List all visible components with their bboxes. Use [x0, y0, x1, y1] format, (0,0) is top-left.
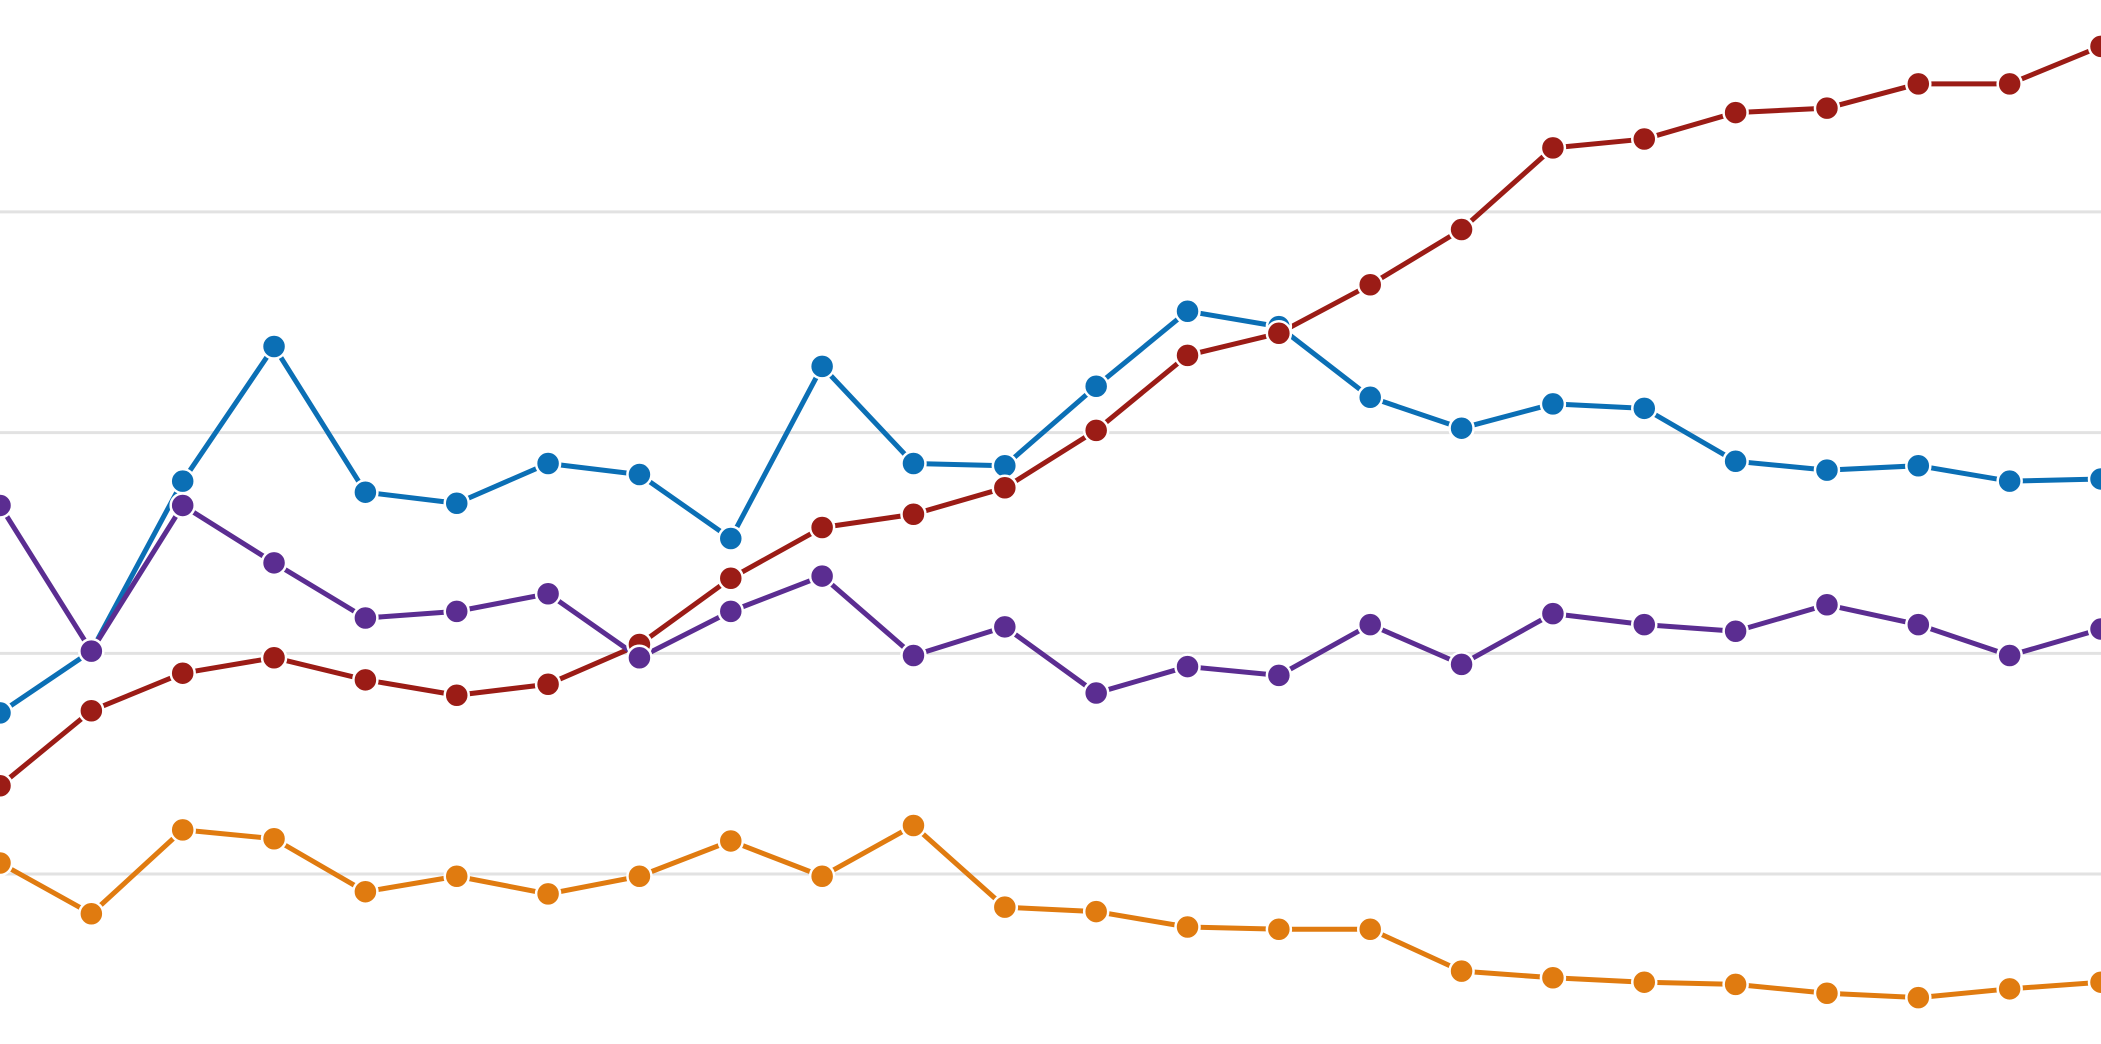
series-line [0, 44, 2101, 788]
data-point [1631, 611, 1658, 638]
data-point [1631, 968, 1658, 996]
data-point [717, 565, 745, 592]
data-point [1082, 679, 1110, 707]
data-point [78, 900, 105, 928]
data-point [1813, 591, 1841, 619]
data-point [1448, 651, 1475, 678]
data-point [0, 772, 14, 800]
data-point [1905, 70, 1932, 98]
data-point [1905, 452, 1932, 479]
data-point [2087, 615, 2101, 643]
data-point [1174, 297, 1201, 325]
data-point [1265, 915, 1293, 943]
data-point [717, 598, 745, 625]
data-point [1265, 320, 1293, 347]
data-point [2087, 968, 2101, 996]
series-line [0, 822, 2101, 1001]
data-point [1813, 94, 1841, 122]
data-point [534, 880, 562, 908]
data-point [808, 863, 836, 890]
data-point [1448, 216, 1475, 243]
data-point [1265, 662, 1293, 689]
data-point [443, 863, 470, 890]
data-point [352, 666, 379, 694]
data-point [443, 489, 470, 517]
data-point [1539, 964, 1567, 992]
data-point [1539, 134, 1567, 162]
data-point [169, 816, 196, 844]
data-point [1813, 979, 1841, 1007]
data-point [1448, 957, 1475, 985]
data-point [0, 699, 14, 727]
data-point [1174, 913, 1201, 941]
data-point [2087, 33, 2101, 60]
data-point [1356, 271, 1384, 298]
data-point [78, 637, 105, 665]
data-point [534, 450, 562, 477]
data-point [260, 825, 288, 852]
data-point [1539, 390, 1567, 418]
data-point [717, 827, 745, 855]
data-point [1631, 395, 1658, 422]
data-point [534, 580, 562, 607]
data-point [169, 467, 196, 495]
data-point [1356, 915, 1384, 943]
data-point [1539, 600, 1567, 627]
data-point [1722, 618, 1749, 645]
data-point [626, 461, 653, 488]
data-point [352, 604, 379, 632]
data-point [808, 562, 836, 590]
data-point [717, 525, 745, 552]
data-point [626, 644, 653, 671]
data-point [900, 812, 927, 839]
data-point [0, 492, 14, 519]
data-point [1996, 70, 2023, 98]
data-point [991, 893, 1019, 921]
data-point [1082, 898, 1110, 925]
data-point [900, 642, 927, 669]
data-point [1722, 448, 1749, 475]
data-point [991, 474, 1019, 502]
data-point [808, 514, 836, 541]
data-point [1631, 125, 1658, 153]
data-point [1722, 99, 1749, 126]
data-point [808, 353, 836, 380]
series-line [0, 502, 2101, 696]
data-point [900, 450, 927, 477]
data-point [1813, 456, 1841, 484]
data-point [260, 549, 288, 577]
series-line [0, 308, 2101, 715]
data-point [1448, 414, 1475, 442]
data-point [991, 452, 1019, 479]
data-point [169, 659, 196, 687]
data-point [1356, 611, 1384, 638]
data-point [626, 863, 653, 890]
data-point [534, 670, 562, 698]
data-point [0, 849, 14, 877]
data-point [1722, 971, 1749, 998]
data-point [1082, 373, 1110, 400]
data-point [352, 478, 379, 506]
data-point [1356, 384, 1384, 411]
data-point [443, 682, 470, 709]
data-point [1082, 417, 1110, 444]
data-point [78, 697, 105, 724]
data-point [991, 613, 1019, 641]
data-point [169, 492, 196, 519]
data-point [1174, 653, 1201, 680]
data-point [1996, 975, 2023, 1003]
data-point [1905, 611, 1932, 638]
data-point [1905, 984, 1932, 1011]
data-point [260, 644, 288, 671]
data-point [1174, 342, 1201, 369]
data-point [1996, 642, 2023, 669]
data-point [1996, 467, 2023, 495]
data-point [260, 333, 288, 360]
data-point [443, 598, 470, 625]
data-point [352, 878, 379, 905]
data-point [900, 501, 927, 528]
data-point [2087, 465, 2101, 493]
